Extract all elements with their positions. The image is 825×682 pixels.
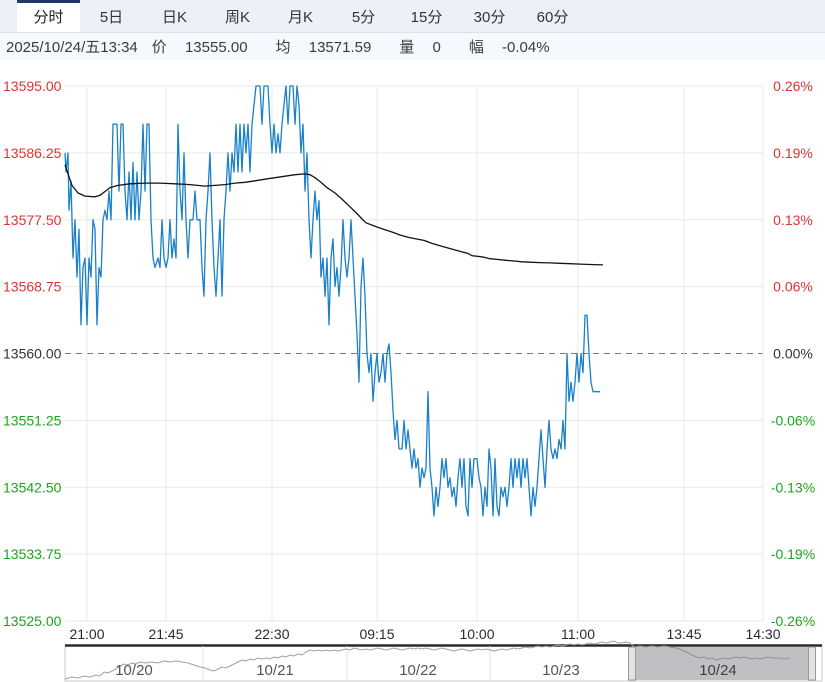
price-line	[64, 85, 600, 517]
tab-15min[interactable]: 15分	[410, 9, 443, 26]
price-tick-label: 13560.00	[3, 346, 62, 362]
price-tick-label: 13568.75	[3, 279, 62, 295]
tab-weekly-k[interactable]: 周K	[224, 9, 250, 26]
percent-tick-label: 0.06%	[773, 279, 813, 295]
average-line	[64, 164, 604, 266]
navigator-date-label[interactable]: 10/23	[542, 662, 580, 679]
navigator-left-handle[interactable]	[628, 646, 636, 681]
navigator-date-label[interactable]: 10/22	[399, 662, 437, 679]
time-tick-label: 10:00	[459, 626, 494, 642]
percent-tick-label: 0.13%	[773, 212, 813, 228]
time-tick-label: 14:30	[745, 626, 780, 642]
volume-value: 量 0	[399, 39, 441, 56]
percent-tick-label: -0.13%	[771, 479, 815, 495]
price-axis-labels: 13595.00 0.26% 13586.25 0.19% 13577.50 0.13% 1…	[3, 78, 815, 629]
quote-datetime: 2025/10/24/五13:34	[6, 39, 138, 56]
tab-5day[interactable]: 5日	[99, 9, 124, 26]
tab-daily-k[interactable]: 日K	[161, 9, 187, 26]
price-tick-label: 13577.50	[3, 212, 62, 228]
time-tick-label: 09:15	[359, 626, 394, 642]
time-tick-label: 21:45	[148, 626, 183, 642]
price-tick-label: 13595.00	[3, 78, 62, 94]
percent-tick-label: -0.06%	[771, 412, 815, 428]
price-tick-label: 13551.25	[3, 412, 62, 428]
tab-60min[interactable]: 60分	[536, 9, 569, 26]
chart-period-tabbar: 分时 5日 日K 周K 月K 5分 15分 30分 60分	[0, 0, 825, 33]
tab-minute[interactable]: 分时	[17, 0, 80, 32]
percent-tick-label: -0.19%	[771, 546, 815, 562]
price-tick-label: 13542.50	[3, 479, 62, 495]
tab-30min[interactable]: 30分	[473, 9, 506, 26]
last-price: 价 13555.00	[151, 39, 248, 56]
navigator-right-handle[interactable]	[808, 646, 816, 681]
price-tick-label: 13525.00	[3, 613, 62, 629]
navigator-mini-line	[64, 640, 791, 680]
tab-monthly-k[interactable]: 月K	[287, 9, 313, 26]
navigator-date-label[interactable]: 10/21	[256, 662, 294, 679]
change-percent: 幅 -0.04%	[468, 39, 550, 56]
average-price: 均 13571.59	[275, 39, 372, 56]
chart-grid	[65, 85, 764, 622]
quote-info-bar: 2025/10/24/五13:34 价 13555.00 均 13571.59 …	[0, 33, 825, 60]
navigator-date-label[interactable]: 10/20	[115, 662, 153, 679]
time-axis-labels: 21:00 21:45 22:30 09:15 10:00 11:00 13:45 14:30	[69, 626, 780, 642]
percent-tick-label: 0.19%	[773, 145, 813, 161]
percent-tick-label: 0.00%	[773, 346, 813, 362]
navigator-selection[interactable]	[632, 647, 812, 680]
price-tick-label: 13533.75	[3, 546, 62, 562]
date-navigator: 10/20 10/21 10/22 10/23 10/24	[64, 640, 823, 682]
price-tick-label: 13586.25	[3, 145, 62, 161]
time-tick-label: 13:45	[666, 626, 701, 642]
time-tick-label: 21:00	[69, 626, 104, 642]
navigator-date-label[interactable]: 10/24	[699, 662, 737, 679]
tab-5min[interactable]: 5分	[351, 9, 376, 26]
time-tick-label: 22:30	[254, 626, 289, 642]
percent-tick-label: 0.26%	[773, 78, 813, 94]
time-tick-label: 11:00	[561, 626, 595, 642]
percent-tick-label: -0.26%	[771, 613, 815, 629]
